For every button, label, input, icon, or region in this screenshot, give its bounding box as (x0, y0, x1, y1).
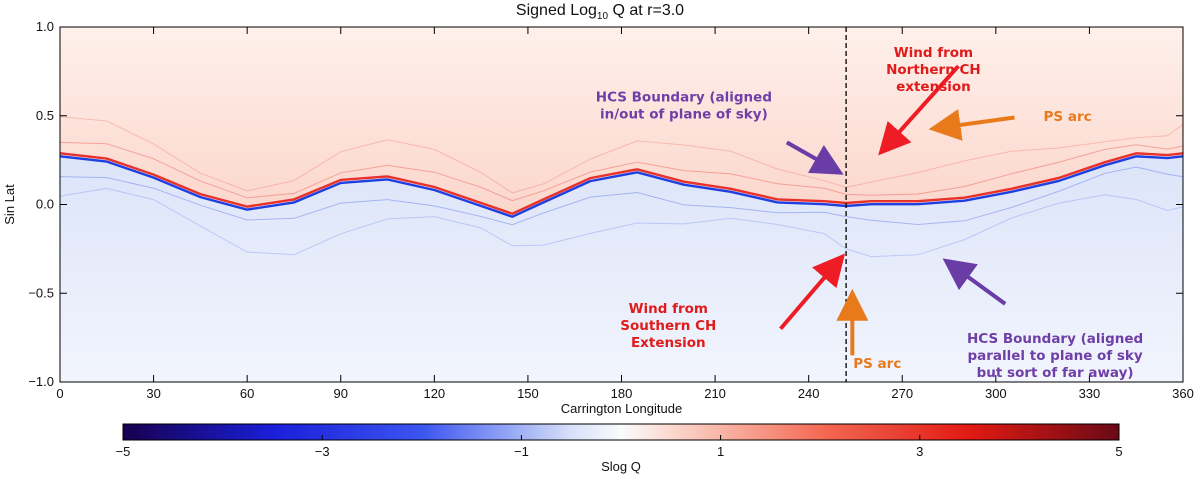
x-tick-label: 330 (1079, 386, 1101, 401)
q-structure-line (60, 187, 1183, 258)
colorbar-tick-label: 1 (717, 444, 724, 459)
hcs-negative-edge (60, 155, 1183, 218)
annotation-arrow (878, 64, 960, 156)
y-tick-label: −1.0 (28, 374, 54, 389)
x-tick-label: 0 (56, 386, 63, 401)
x-tick-label: 150 (517, 386, 539, 401)
y-tick-label: 0.5 (36, 108, 54, 123)
colorbar-tick-label: 5 (1115, 444, 1122, 459)
x-tick-label: 360 (1172, 386, 1194, 401)
annotation-line: HCS Boundary (aligned (596, 90, 772, 106)
annotation-line: PS arc (1044, 109, 1092, 125)
q-structure-line (60, 166, 1183, 226)
x-tick-label: 120 (423, 386, 445, 401)
x-tick-label: 300 (985, 386, 1007, 401)
annotation-arrow (779, 253, 846, 331)
annotation-label: Wind from Southern CH Extension (620, 301, 716, 351)
annotation-line: but sort of far away) (977, 365, 1134, 381)
colorbar-label: Slog Q (601, 459, 641, 474)
x-tick-label: 90 (334, 386, 348, 401)
colorbar-tick-label: −3 (315, 444, 330, 459)
annotation-line: Extension (631, 335, 706, 351)
annotation-line: in/out of plane of sky) (600, 107, 768, 123)
annotation-line: HCS Boundary (aligned (967, 331, 1143, 347)
annotation-arrow (928, 109, 1015, 141)
colorbar-tick-label: −5 (116, 444, 131, 459)
q-structure-line (60, 141, 1183, 202)
title-main: Signed Log (515, 2, 597, 19)
y-tick-label: 1.0 (36, 19, 54, 34)
x-tick-label: 60 (240, 386, 254, 401)
annotation-label: PS arc (853, 356, 901, 372)
colorbar-tick-label: 3 (916, 444, 923, 459)
title-rest: Q at r=3.0 (608, 2, 685, 19)
colorbar-tick-label: −1 (514, 444, 529, 459)
title-subscript: 10 (596, 11, 609, 23)
annotation-line: parallel to plane of sky (967, 348, 1142, 364)
x-tick-label: 210 (704, 386, 726, 401)
q-structure-line (60, 116, 1183, 194)
annotation-line: extension (896, 79, 971, 95)
x-tick-label: 180 (611, 386, 633, 401)
y-axis-label: Sin Lat (2, 184, 17, 225)
annotation-label: HCS Boundary (aligned parallel to plane o… (967, 331, 1143, 381)
annotation-line: Northern CH (886, 62, 981, 78)
annotation-label: Wind from Northern CH extension (886, 45, 981, 95)
y-tick-label: −0.5 (28, 285, 54, 300)
annotation-label: HCS Boundary (aligned in/out of plane of … (596, 90, 772, 123)
hcs-positive-edge (60, 152, 1183, 215)
x-tick-label: 270 (891, 386, 913, 401)
positive-polarity-region (60, 27, 1183, 216)
x-tick-label: 240 (798, 386, 820, 401)
y-tick-label: 0.0 (36, 197, 54, 212)
annotation-line: PS arc (853, 356, 901, 372)
annotation-line: Wind from (629, 301, 708, 317)
annotation-line: Southern CH (620, 318, 716, 334)
chart-title: Signed Log10 Q at r=3.0 (0, 2, 1200, 22)
annotation-line: Wind from (894, 45, 973, 61)
colorbar (122, 423, 1120, 441)
annotation-arrow (785, 140, 844, 175)
x-axis-label: Carrington Longitude (561, 401, 682, 416)
annotation-arrow (942, 258, 1007, 306)
x-tick-label: 30 (146, 386, 160, 401)
annotation-label: PS arc (1044, 109, 1092, 125)
